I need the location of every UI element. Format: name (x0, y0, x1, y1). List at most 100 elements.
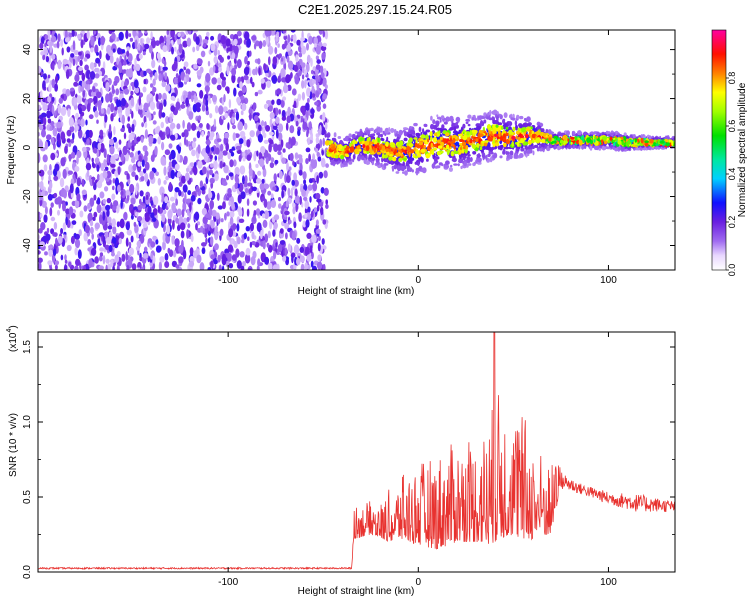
spectrogram-noise-cell (234, 173, 239, 183)
spectrogram-noise-cell (54, 163, 60, 172)
spectrogram-signal-cell (463, 154, 467, 159)
spectrogram-noise-cell (151, 59, 156, 69)
spectrogram-noise-cell (68, 154, 72, 162)
spectrogram-noise-cell (272, 229, 276, 237)
spectrogram-signal-cell (640, 137, 644, 144)
spectrogram-noise-cell (306, 43, 309, 51)
spectrogram-noise-cell (110, 259, 114, 268)
spectrogram-noise-cell (84, 82, 89, 90)
spectrogram-noise-cell (272, 186, 277, 191)
spectrogram-noise-cell (61, 47, 64, 56)
spectrogram-signal-cell (649, 139, 654, 144)
spectrogram-plot-area (38, 30, 675, 270)
spectrogram-noise-cell (144, 43, 150, 50)
spectrogram-noise-cell (307, 88, 311, 98)
spectrogram-signal-cell (502, 148, 506, 155)
spectrogram-noise-cell (273, 250, 277, 260)
spectrogram-noise-cell (49, 164, 52, 172)
spectrogram-noise-cell (38, 169, 45, 177)
spectrogram-noise-cell (160, 156, 166, 166)
spectrogram-noise-cell (116, 264, 120, 270)
spectrogram-noise-cell (256, 222, 262, 233)
spectrogram-noise-cell (244, 56, 248, 65)
spectrogram-noise-cell (317, 254, 322, 262)
spectrogram-noise-cell (110, 202, 113, 210)
spectrogram-noise-cell (192, 46, 196, 53)
spectrogram-noise-cell (186, 122, 192, 132)
spectrogram-noise-cell (204, 94, 208, 100)
spectrogram-noise-cell (205, 237, 208, 245)
spectrogram-noise-cell (266, 201, 272, 210)
spectrogram-signal-cell (391, 166, 395, 172)
spectrogram-signal-cell (425, 129, 431, 133)
spectrogram-signal-cell (441, 163, 444, 167)
spectrogram-signal-cell (381, 145, 386, 152)
spectrogram-noise-cell (222, 150, 228, 156)
spectrogram-noise-cell (38, 228, 43, 234)
spectrogram-noise-cell (194, 211, 200, 221)
spectrogram-noise-cell (201, 130, 205, 137)
spectrogram-signal-cell (423, 144, 427, 149)
spectrogram-noise-cell (189, 202, 192, 212)
spectrogram-noise-cell (213, 173, 219, 182)
spectrogram-signal-cell (467, 154, 471, 157)
spectrogram-noise-cell (232, 159, 237, 167)
spectrogram-noise-cell (91, 233, 94, 240)
spectrogram-noise-cell (209, 163, 214, 168)
spectrogram-noise-cell (131, 110, 134, 119)
spectrogram-signal-cell (418, 141, 424, 146)
spectrogram-noise-cell (162, 66, 168, 71)
spectrogram-noise-cell (205, 110, 210, 116)
spectrogram-noise-cell (210, 260, 214, 269)
spectrogram-signal-cell (459, 147, 463, 150)
spectrogram-noise-cell (144, 161, 150, 171)
spectrogram-noise-cell (129, 37, 134, 42)
spectrogram-noise-cell (269, 162, 275, 169)
spectrogram-noise-cell (91, 161, 95, 168)
spectrogram-signal-cell (601, 145, 606, 151)
spectrogram-noise-cell (315, 45, 321, 55)
spectrogram-signal-cell (453, 150, 459, 155)
spectrogram-noise-cell (165, 175, 169, 181)
spectrogram-noise-cell (155, 171, 160, 177)
spectrogram-signal-cell (444, 140, 447, 144)
spectrogram-noise-cell (132, 163, 137, 171)
spectrogram-noise-cell (320, 187, 325, 194)
spectrogram-noise-cell (144, 172, 149, 183)
spectrogram-noise-cell (139, 190, 144, 197)
spectrogram-noise-cell (130, 97, 134, 107)
spectrogram-noise-cell (108, 123, 112, 134)
spectrogram-noise-cell (220, 218, 224, 223)
spectrogram-noise-cell (245, 78, 251, 84)
spectrogram-noise-cell (163, 180, 167, 185)
spectrogram-noise-cell (171, 63, 177, 72)
spectrogram-noise-cell (304, 262, 308, 270)
spectrogram-noise-cell (302, 121, 308, 130)
spectrogram-noise-cell (94, 222, 101, 230)
spectrogram-noise-cell (71, 30, 75, 37)
spectrogram-noise-cell (151, 51, 154, 60)
spectrogram-noise-cell (174, 133, 178, 140)
spectrogram-noise-cell (60, 106, 67, 117)
spectrogram-noise-cell (44, 141, 49, 150)
spectrogram-noise-cell (96, 119, 99, 124)
spectrogram-signal-cell (590, 131, 594, 135)
x-tick-label: -100 (218, 275, 238, 286)
spectrogram-signal-cell (477, 153, 481, 159)
spectrogram-noise-cell (301, 91, 305, 101)
spectrogram-noise-cell (113, 200, 119, 207)
spectrogram-signal-cell (621, 141, 625, 146)
spectrogram-noise-cell (152, 235, 158, 241)
spectrogram-noise-cell (227, 122, 230, 131)
spectrogram-noise-cell (99, 191, 105, 199)
spectrogram-noise-cell (133, 64, 138, 71)
spectrogram-noise-cell (281, 77, 287, 83)
spectrogram-noise-cell (172, 250, 177, 258)
spectrogram-noise-cell (137, 42, 141, 51)
spectrogram-noise-cell (157, 205, 161, 213)
spectrogram-noise-cell (243, 232, 247, 240)
spectrogram-signal-cell (511, 117, 516, 121)
colorbar-axes: 0.00.20.40.60.8 (726, 72, 737, 276)
spectrogram-signal-cell (494, 133, 498, 137)
spectrogram-noise-cell (324, 84, 328, 90)
